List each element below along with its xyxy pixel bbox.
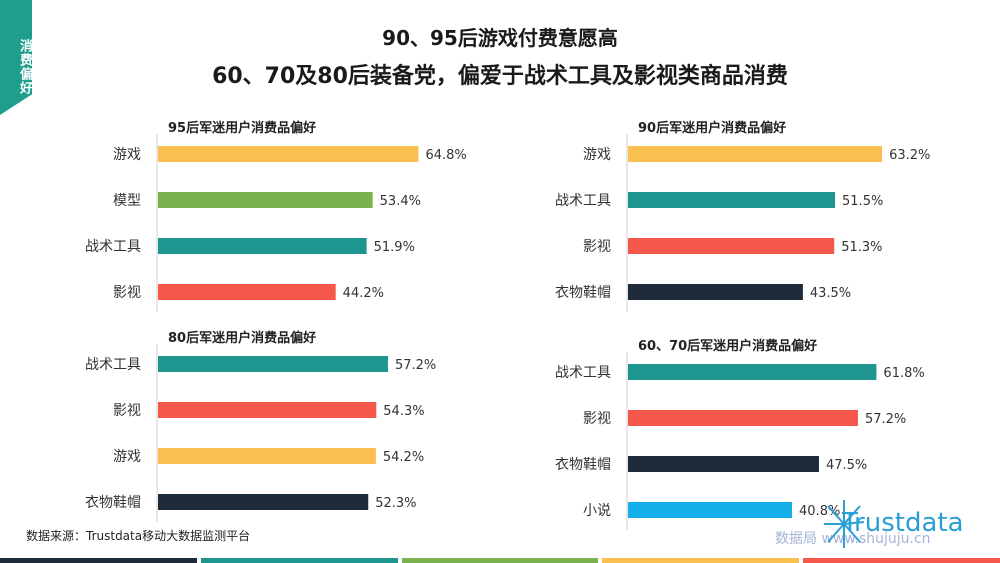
chart-2-category-label: 战术工具: [85, 357, 141, 373]
chart-3-bar: [628, 410, 858, 426]
chart-90-panel: 90后军迷用户消费品偏好 游戏 63.2% 战术工具 51.5% 影视 51.3% 衣物鞋帽…: [470, 115, 950, 315]
chart-3-bar: [628, 456, 819, 472]
chart-2-category-label: 影视: [113, 403, 141, 419]
chart-1-category-label: 影视: [583, 239, 611, 255]
chart-0-value-label: 64.8%: [425, 148, 466, 163]
chart-0-bar: [158, 238, 367, 254]
chart-1-category-label: 战术工具: [555, 193, 611, 209]
chart-0-category-label: 影视: [113, 285, 141, 301]
chart-0-bar: [158, 146, 419, 162]
chart-3-bar: [628, 364, 877, 380]
chart-2-category-label: 衣物鞋帽: [85, 495, 141, 511]
trustdata-logo-icon: [824, 500, 865, 548]
chart-3-category-label: 影视: [583, 411, 611, 427]
watermark-text: 数据局 www.shujuju.cn: [775, 531, 931, 547]
chart-0-category-label: 游戏: [113, 147, 141, 163]
chart-2-value-label: 54.3%: [383, 404, 424, 419]
page-subtitle: 60、70及80后装备党，偏爱于战术工具及影视类商品消费: [212, 64, 788, 89]
chart-80-title: 80后军迷用户消费品偏好: [168, 331, 317, 346]
chart-80: 战术工具 57.2% 影视 54.3% 游戏 54.2% 衣物鞋帽 52.3%: [85, 344, 436, 522]
footer-color-segment: [602, 558, 800, 563]
chart-0-bar: [158, 192, 373, 208]
chart-3-category-label: 衣物鞋帽: [555, 457, 611, 473]
chart-6070-title: 60、70后军迷用户消费品偏好: [638, 339, 818, 354]
chart-90-title: 90后军迷用户消费品偏好: [638, 121, 787, 136]
chart-3-category-label: 战术工具: [555, 365, 611, 381]
chart-2-value-label: 54.2%: [383, 450, 424, 465]
chart-0-bar: [158, 284, 336, 300]
chart-0-value-label: 53.4%: [380, 194, 421, 209]
chart-1-category-label: 游戏: [583, 147, 611, 163]
data-source: 数据来源：Trustdata移动大数据监测平台: [26, 529, 251, 543]
footer-color-segment: [803, 558, 1000, 563]
chart-1-bar: [628, 284, 803, 300]
footer-color-strip: [0, 558, 1000, 563]
chart-95: 游戏 64.8% 模型 53.4% 战术工具 51.9% 影视 44.2%: [85, 134, 467, 312]
chart-6070-panel: 60、70后军迷用户消费品偏好 战术工具 61.8% 影视 57.2% 衣物鞋帽 47.5…: [470, 333, 950, 533]
chart-2-bar: [158, 448, 376, 464]
footer-color-segment: [401, 558, 599, 563]
chart-1-value-label: 43.5%: [810, 286, 851, 301]
section-tag: 消费偏好: [0, 0, 32, 115]
chart-95-title: 95后军迷用户消费品偏好: [168, 121, 317, 136]
chart-1-bar: [628, 146, 883, 162]
trustdata-logo-text: Trustdata: [842, 508, 964, 538]
chart-3-bar: [628, 502, 793, 518]
chart-2-bar: [158, 494, 369, 510]
chart-95-panel: 95后军迷用户消费品偏好 游戏 64.8% 模型 53.4% 战术工具 51.9% 影视 44…: [0, 115, 480, 315]
chart-0-category-label: 模型: [113, 193, 141, 209]
footer-color-segment: [200, 558, 398, 563]
chart-6070: 战术工具 61.8%影视 57.2%衣物鞋帽 47.5%小说 40.8%: [555, 352, 925, 530]
chart-3-value-label: 61.8%: [883, 366, 924, 381]
chart-0-value-label: 44.2%: [343, 286, 384, 301]
chart-0-value-label: 51.9%: [374, 240, 415, 255]
chart-0-category-label: 战术工具: [85, 239, 141, 255]
chart-2-category-label: 游戏: [113, 449, 141, 465]
chart-1-category-label: 衣物鞋帽: [555, 285, 611, 301]
chart-1-value-label: 51.5%: [842, 194, 883, 209]
chart-1-bar: [628, 238, 835, 254]
page-title: 90、95后游戏付费意愿高: [382, 26, 618, 50]
footer-color-segment: [0, 558, 197, 563]
chart-90: 游戏 63.2% 战术工具 51.5% 影视 51.3% 衣物鞋帽 43.5%: [555, 134, 930, 312]
chart-1-bar: [628, 192, 836, 208]
chart-3-value-label: 57.2%: [865, 412, 906, 427]
chart-2-value-label: 57.2%: [395, 358, 436, 373]
chart-3-value-label: 47.5%: [826, 458, 867, 473]
chart-2-value-label: 52.3%: [375, 496, 416, 511]
chart-2-bar: [158, 356, 388, 372]
chart-2-bar: [158, 402, 377, 418]
chart-1-value-label: 51.3%: [841, 240, 882, 255]
chart-3-category-label: 小说: [583, 503, 611, 519]
chart-1-value-label: 63.2%: [889, 148, 930, 163]
chart-80-panel: 80后军迷用户消费品偏好 战术工具 57.2% 影视 54.3% 游戏 54.2% 衣物鞋帽…: [0, 325, 480, 525]
